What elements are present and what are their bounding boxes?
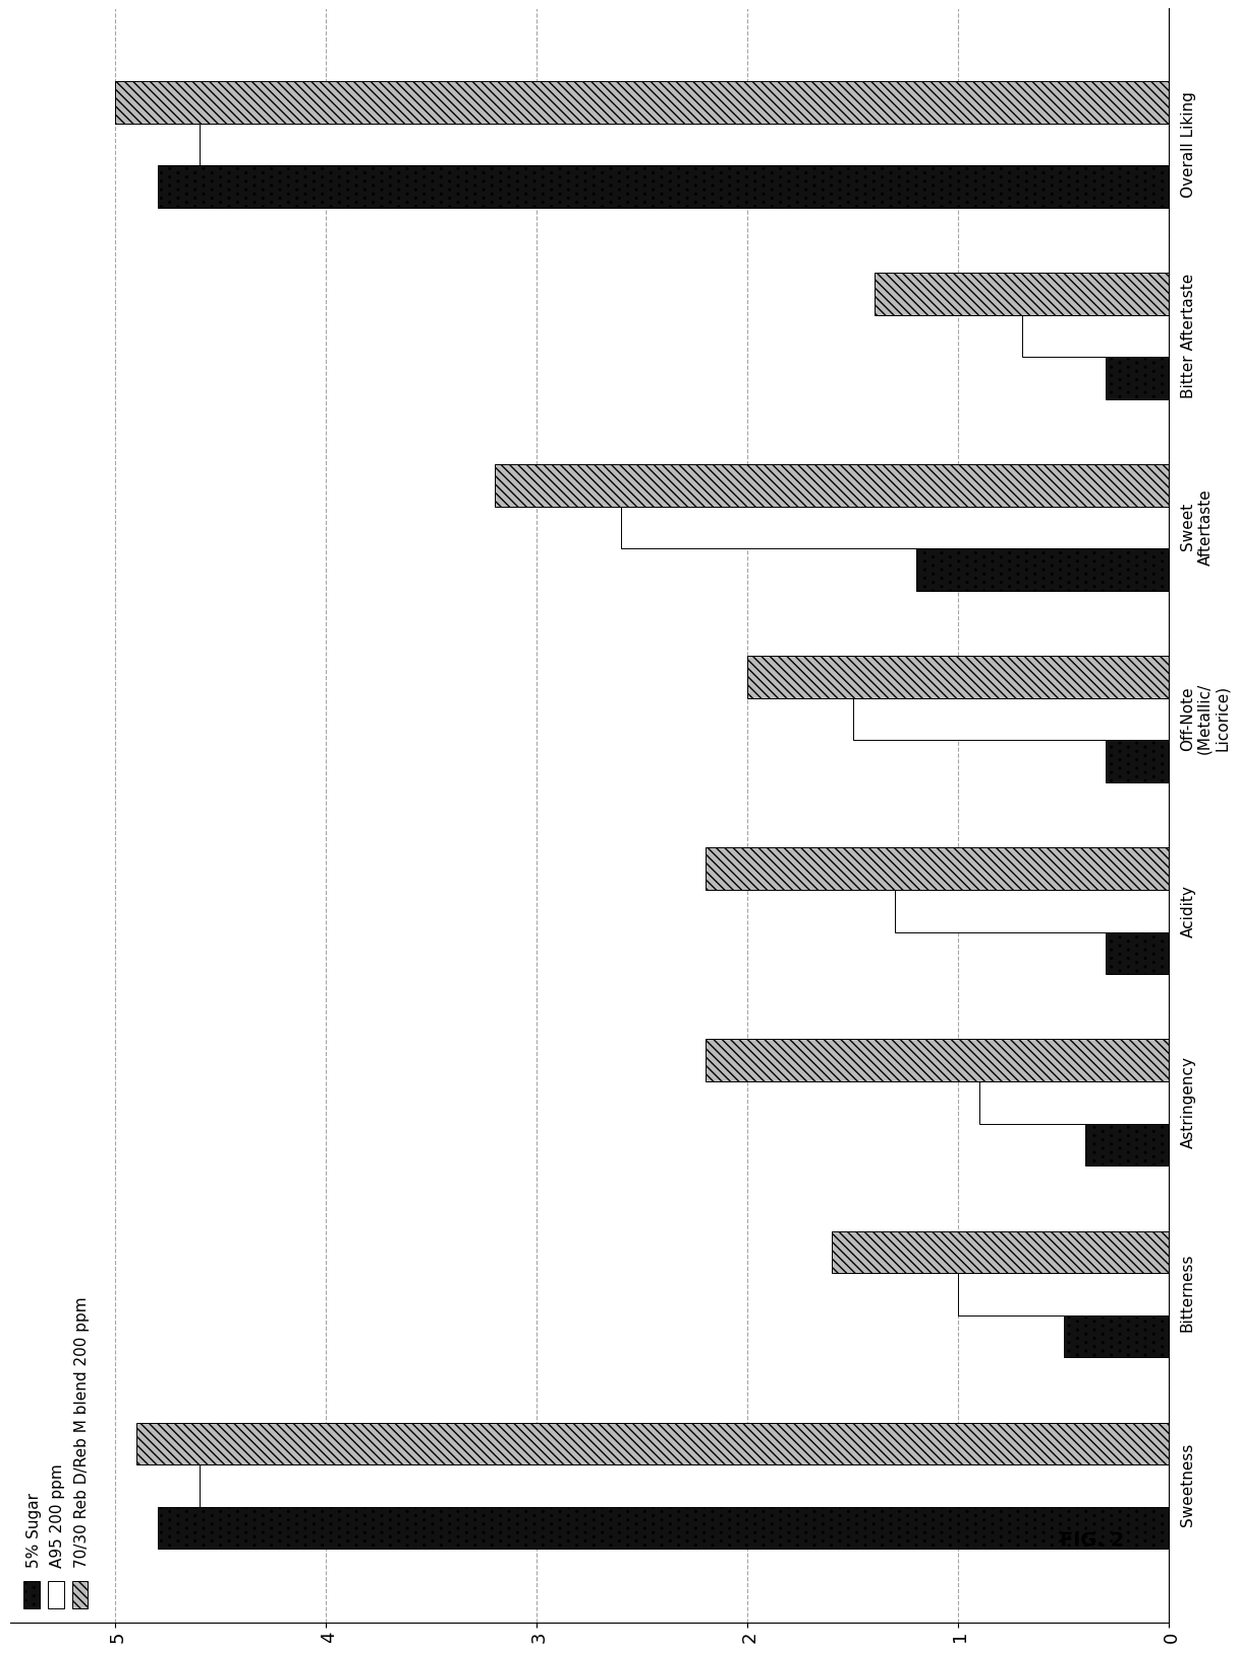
Text: FIG. 2: FIG. 2: [1059, 1531, 1123, 1549]
